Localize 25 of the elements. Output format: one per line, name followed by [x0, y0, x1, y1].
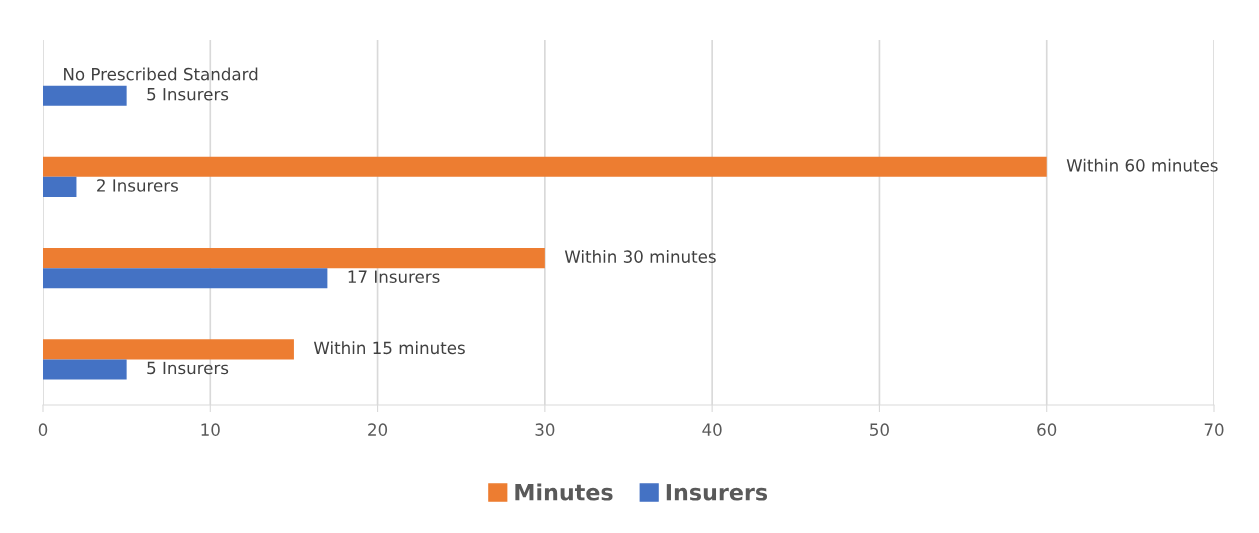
data-label: 5 Insurers [147, 88, 229, 101]
data-label: No Prescribed Standard [64, 67, 258, 81]
x-tick-label: 70 [1204, 423, 1224, 436]
data-label: 17 Insurers [348, 270, 440, 283]
data-label: 2 Insurers [97, 179, 178, 192]
bar [43, 85, 127, 106]
bar [43, 156, 1047, 177]
data-label: 5 Insurers [147, 361, 229, 375]
data-label: Within 60 minutes [1066, 158, 1218, 172]
x-tick-label: 10 [201, 423, 220, 436]
bar [43, 176, 77, 197]
bar [43, 268, 328, 289]
bar [43, 359, 127, 380]
x-tick-label: 0 [38, 423, 48, 436]
x-tick-label: 40 [702, 423, 722, 436]
x-tick-label: 20 [368, 423, 388, 436]
legend-label: Insurers [666, 484, 768, 501]
x-tick-label: 60 [1037, 423, 1057, 436]
x-tick-label: 50 [870, 423, 889, 436]
bar [43, 339, 294, 360]
data-label: Within 30 minutes [564, 250, 716, 263]
legend-label: Minutes [515, 483, 613, 501]
x-tick-label: 30 [535, 423, 555, 436]
data-label: Within 15 minutes [313, 341, 465, 355]
bar [43, 248, 545, 269]
